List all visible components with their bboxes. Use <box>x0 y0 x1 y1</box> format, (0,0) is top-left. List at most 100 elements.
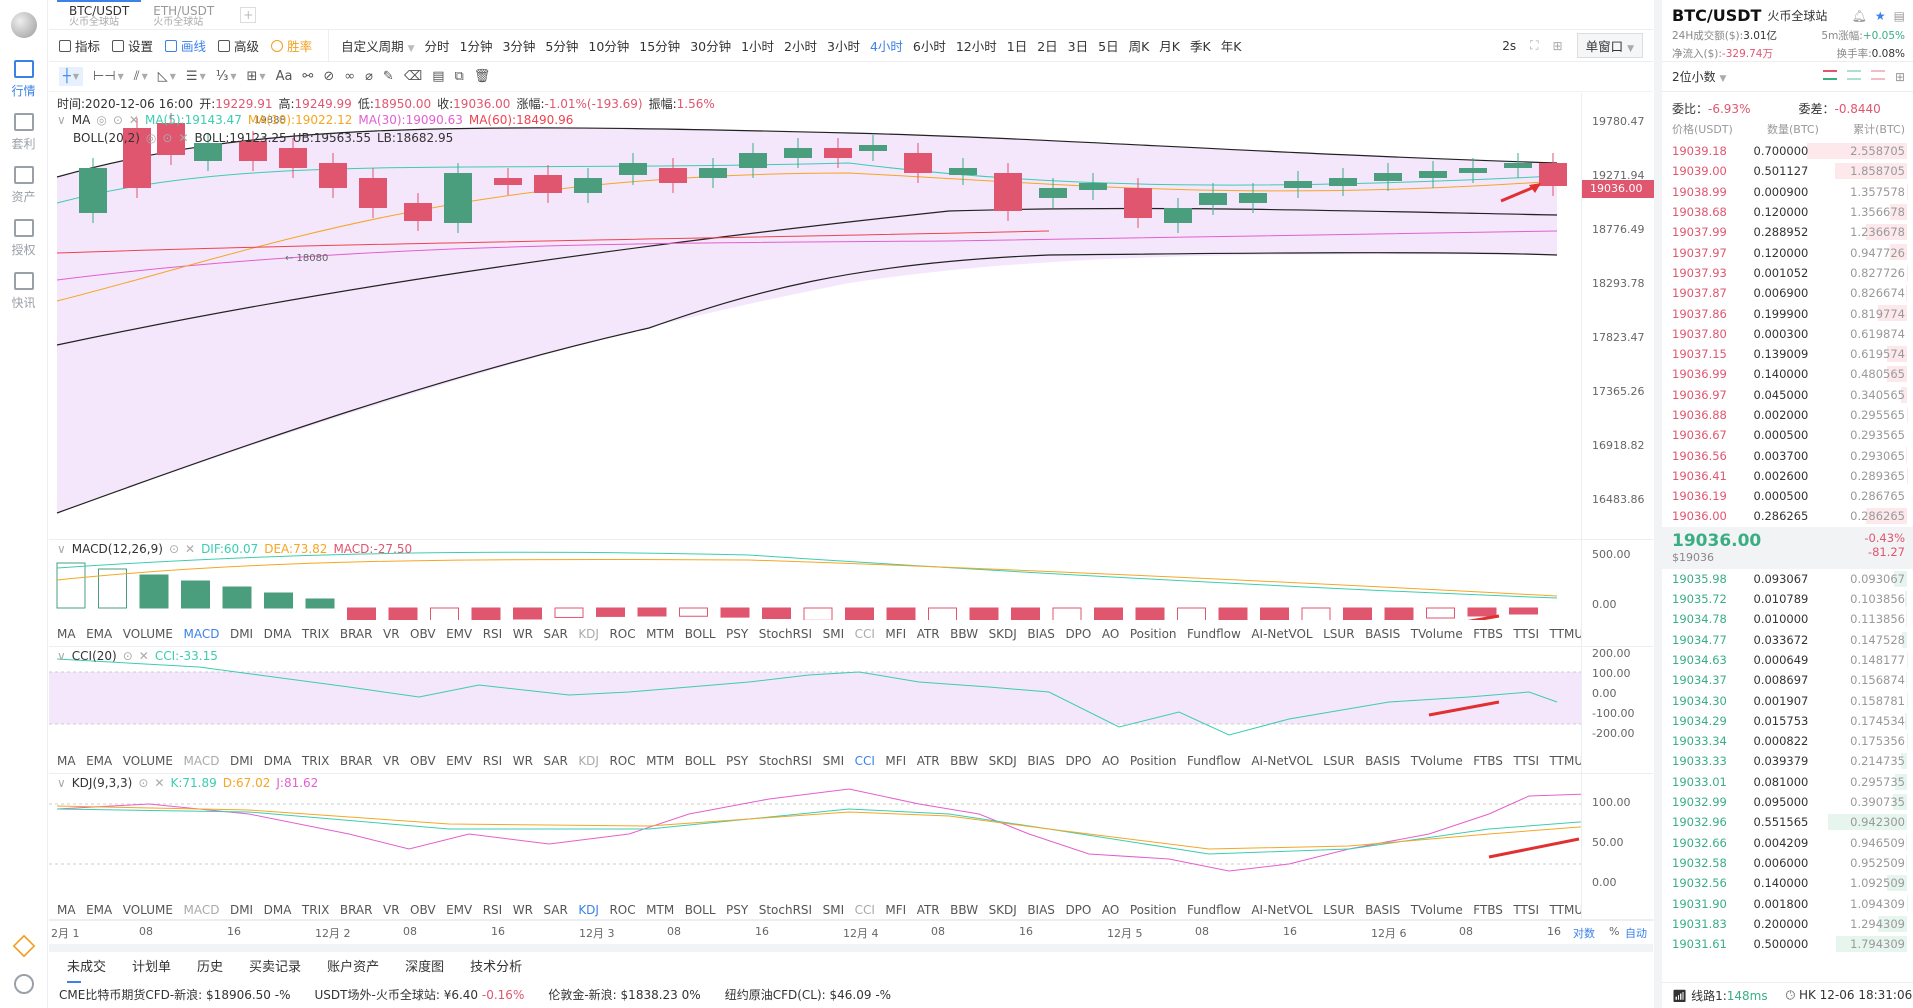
close-icon[interactable]: ✕ <box>178 131 189 145</box>
indicator-option[interactable]: DMI <box>229 754 254 768</box>
gear-icon[interactable]: ⊙ <box>112 113 123 127</box>
indicator-option[interactable]: RSI <box>482 754 503 768</box>
period-option[interactable]: 1日 <box>1006 39 1028 54</box>
indicator-option[interactable]: VR <box>382 754 400 768</box>
vip-icon[interactable] <box>12 934 36 958</box>
gear-icon[interactable]: ⊙ <box>168 542 179 556</box>
indicator-option[interactable]: SAR <box>543 627 568 641</box>
ticker-item[interactable]: USDT场外-火币全球站: ¥6.40 -0.16% <box>315 986 525 1003</box>
indicator-option[interactable]: RSI <box>482 903 503 917</box>
indicator-option[interactable]: MTM <box>646 754 675 768</box>
indicator-option[interactable]: ROC <box>609 627 636 641</box>
bid-row[interactable]: 19035.98 0.093067 0.093067 <box>1662 569 1913 589</box>
magnet-icon[interactable]: ⚯ <box>302 69 314 84</box>
indicator-option[interactable]: PSY <box>726 754 749 768</box>
indicator-option[interactable]: BBW <box>950 903 979 917</box>
indicator-option[interactable]: MACD <box>183 627 220 641</box>
indicator-option[interactable]: TTMU <box>1549 627 1584 641</box>
indicator-option[interactable]: TVolume <box>1410 754 1463 768</box>
indicator-option[interactable]: MTM <box>646 903 675 917</box>
indicator-option[interactable]: StochRSI <box>758 754 813 768</box>
auto-scale-toggle[interactable]: 自动 <box>1625 927 1647 940</box>
indicator-option[interactable]: FTBS <box>1473 627 1503 641</box>
indicator-option[interactable]: SMI <box>822 754 845 768</box>
indicator-option[interactable]: CCI <box>854 903 875 917</box>
add-tab-button[interactable]: + <box>240 7 257 23</box>
indicator-option[interactable]: AI-NetVOL <box>1251 754 1313 768</box>
hide-icon[interactable]: ⊘ <box>323 69 335 84</box>
period-option[interactable]: 15分钟 <box>639 39 681 54</box>
indicator-option[interactable]: FTBS <box>1473 903 1503 917</box>
indicator-option[interactable]: Position <box>1129 903 1177 917</box>
period-option[interactable]: 10分钟 <box>588 39 630 54</box>
indicator-button[interactable]: 指标 <box>59 36 100 55</box>
indicator-option[interactable]: TRIX <box>301 754 330 768</box>
indicator-option[interactable]: SAR <box>543 903 568 917</box>
bid-row[interactable]: 19034.29 0.015753 0.174534 <box>1662 711 1913 731</box>
collapse-icon[interactable]: ∨ <box>57 542 66 556</box>
bid-row[interactable]: 19034.63 0.000649 0.148177 <box>1662 650 1913 670</box>
indicator-option[interactable]: OBV <box>410 754 436 768</box>
cci-pane[interactable]: ∨ CCI(20) ⊙ ✕ CCI:-33.15 MA EMA VOLUME MACD… <box>49 647 1653 774</box>
ask-row[interactable]: 19037.93 0.001052 0.827726 <box>1662 263 1913 283</box>
indicator-option[interactable]: TTSI <box>1513 627 1540 641</box>
indicator-option[interactable]: AI-NetVOL <box>1251 903 1313 917</box>
indicator-option[interactable]: AO <box>1101 903 1120 917</box>
bid-row[interactable]: 19035.72 0.010789 0.103856 <box>1662 589 1913 609</box>
indicator-option[interactable]: BBW <box>950 627 979 641</box>
candlestick-chart[interactable]: 19888 ← 18080 <box>49 93 1581 540</box>
indicator-option[interactable]: MACD <box>183 754 220 768</box>
indicator-option[interactable]: LSUR <box>1323 903 1355 917</box>
custom-period-dropdown[interactable]: 自定义周期 ▼ <box>341 36 414 55</box>
indicator-option[interactable]: SMI <box>822 627 845 641</box>
bottom-tab[interactable]: 计划单 <box>132 959 172 975</box>
nav-item-market[interactable]: 行情 <box>0 60 47 99</box>
tab-btc-usdt[interactable]: BTC/USDT 火币全球站 <box>57 0 142 29</box>
close-icon[interactable]: ✕ <box>185 542 196 556</box>
advanced-button[interactable]: 高级 <box>218 36 259 55</box>
cci-chart[interactable] <box>49 647 1581 747</box>
indicator-option[interactable]: TVolume <box>1410 903 1463 917</box>
indicator-option[interactable]: LSUR <box>1323 627 1355 641</box>
gear-icon[interactable]: ⊙ <box>122 649 133 663</box>
indicator-option[interactable]: TTSI <box>1513 754 1540 768</box>
gear-icon[interactable]: ⊙ <box>138 776 149 790</box>
indicator-option[interactable]: TRIX <box>301 627 330 641</box>
indicator-option[interactable]: BOLL <box>684 627 716 641</box>
layout-asks-icon[interactable] <box>1870 69 1885 80</box>
ask-row[interactable]: 19037.97 0.120000 0.947726 <box>1662 242 1913 262</box>
window-mode-dropdown[interactable]: 单窗口 ▼ <box>1576 33 1643 58</box>
indicator-option[interactable]: CCI <box>854 754 875 768</box>
indicator-option[interactable]: WR <box>512 754 533 768</box>
ask-row[interactable]: 19036.56 0.003700 0.293065 <box>1662 445 1913 465</box>
indicator-option[interactable]: CCI <box>854 627 875 641</box>
bid-row[interactable]: 19031.90 0.001800 1.094309 <box>1662 893 1913 913</box>
period-option[interactable]: 2日 <box>1037 39 1058 54</box>
percent-scale-toggle[interactable]: % <box>1609 925 1620 938</box>
precision-dropdown[interactable]: 2位小数 ▼ <box>1672 68 1726 85</box>
ask-row[interactable]: 19036.19 0.000500 0.286765 <box>1662 486 1913 506</box>
period-option[interactable]: 30分钟 <box>690 39 732 54</box>
settings-icon[interactable] <box>14 974 34 994</box>
indicator-option[interactable]: RSI <box>482 627 503 641</box>
indicator-option[interactable]: EMA <box>86 903 113 917</box>
indicator-option[interactable]: EMV <box>446 754 473 768</box>
indicator-option[interactable]: WR <box>512 903 533 917</box>
indicator-option[interactable]: VOLUME <box>122 903 173 917</box>
price-pane[interactable]: 时间: 2020-12-06 16:00 开: 19229.91 高: 19249.9… <box>49 93 1654 540</box>
layout-both-icon[interactable] <box>1822 69 1837 80</box>
indicator-option[interactable]: TRIX <box>301 903 330 917</box>
ticker-item[interactable]: 纽约原油CFD(CL): $46.09 -% <box>725 986 891 1003</box>
bid-row[interactable]: 19032.66 0.004209 0.946509 <box>1662 833 1913 853</box>
indicator-option[interactable]: EMV <box>446 627 473 641</box>
indicator-option[interactable]: BRAR <box>339 754 373 768</box>
period-option[interactable]: 2小时 <box>784 39 817 54</box>
indicator-option[interactable]: BRAR <box>339 903 373 917</box>
layout-bids-icon[interactable] <box>1846 69 1861 80</box>
refresh-interval[interactable]: 2s <box>1502 38 1517 53</box>
bottom-tab[interactable]: 历史 <box>197 959 224 975</box>
bid-row[interactable]: 19034.78 0.010000 0.113856 <box>1662 609 1913 629</box>
indicator-option[interactable]: Fundflow <box>1187 903 1241 917</box>
period-option[interactable]: 12小时 <box>955 39 997 54</box>
add-window-icon[interactable]: ⊞ <box>1894 69 1905 84</box>
